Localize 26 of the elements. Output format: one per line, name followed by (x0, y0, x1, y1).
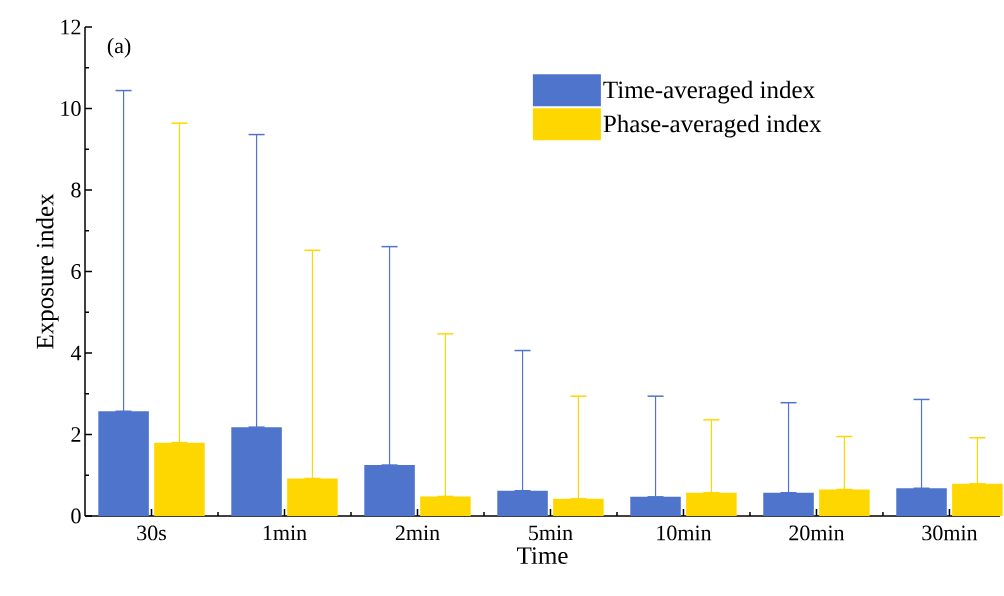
x-tick-label: 20min (789, 525, 845, 541)
y-tick-label: 6 (71, 264, 81, 279)
bar (763, 492, 814, 516)
bar (630, 496, 681, 516)
y-tick-label: 2 (71, 427, 81, 442)
legend-label: Phase-averaged index (603, 114, 822, 138)
y-tick-label: 4 (70, 345, 82, 361)
x-tick-label: 2min (395, 525, 440, 541)
x-tick-label: 1min (263, 525, 307, 541)
y-axis-title: Exposure index (35, 193, 59, 349)
x-tick-label: 5min (529, 525, 573, 541)
annotation: (a) (107, 37, 131, 58)
x-axis-title: Time (517, 547, 568, 565)
x-tick-label: 30s (137, 525, 166, 541)
bar (952, 483, 1003, 516)
y-tick-label: 8 (71, 182, 81, 198)
y-tick-label: 10 (61, 101, 81, 116)
y-tick-label: 12 (61, 19, 81, 35)
bar (686, 492, 737, 516)
legend-label: Time-averaged index (603, 80, 815, 104)
y-tick-label: 0 (71, 508, 81, 524)
x-tick-label: 30min (922, 525, 978, 541)
x-tick-label: 10min (657, 525, 712, 541)
bar (553, 498, 604, 516)
bar (364, 465, 415, 516)
bar (231, 427, 282, 516)
